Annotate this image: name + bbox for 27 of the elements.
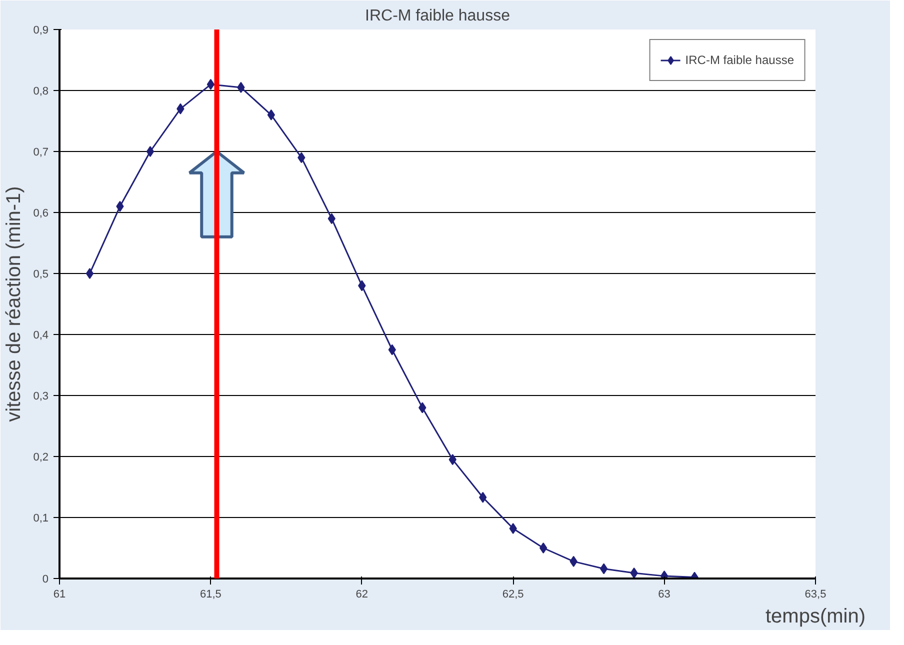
y-tick-label: 0,9	[33, 24, 49, 36]
x-tick-label: 61,5	[200, 588, 222, 600]
point	[600, 563, 608, 574]
point	[86, 268, 94, 279]
chart-title: IRC-M faible hausse	[365, 8, 510, 24]
x-tick-label: 62	[356, 588, 368, 600]
y-tick-label: 0,4	[33, 330, 49, 342]
y-tick-label: 0,1	[33, 512, 49, 524]
point	[267, 109, 276, 120]
point	[630, 568, 638, 578]
point	[146, 146, 154, 157]
point	[540, 542, 548, 554]
x-tick-label: 63	[658, 588, 670, 600]
legend-label: IRC-M faible hausse	[685, 53, 794, 67]
y-tick-label: 0,7	[33, 146, 49, 158]
y-tick-label: 0	[42, 574, 49, 586]
y-tick-label: 0,8	[33, 86, 49, 98]
x-tick-label: 63,5	[804, 588, 826, 600]
point	[206, 78, 215, 90]
x-tick-label: 62,5	[502, 588, 524, 600]
y-tick-label: 0,5	[33, 268, 49, 280]
y-tick-label: 0,2	[33, 452, 49, 464]
y-tick-label: 0,3	[33, 390, 49, 402]
y-tick-label: 0,6	[33, 208, 49, 220]
x-axis-title: temps(min)	[765, 606, 866, 628]
y-axis-title: vitesse de réaction (min-1)	[3, 186, 26, 422]
x-tick-label: 61	[53, 588, 66, 600]
